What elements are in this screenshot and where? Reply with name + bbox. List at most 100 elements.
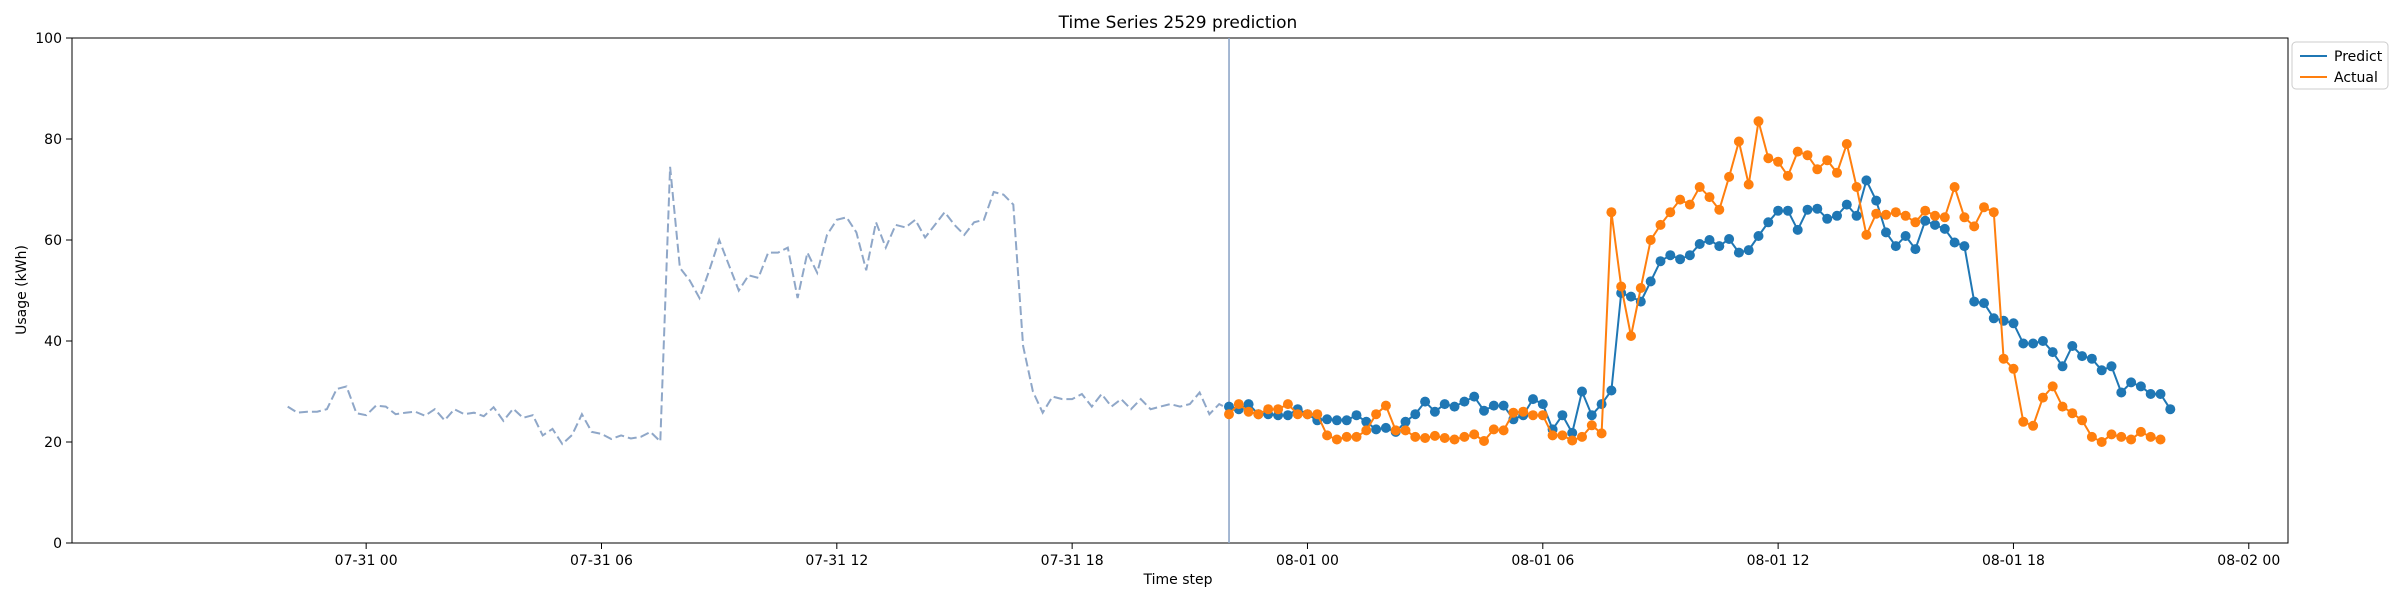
predict-point (1459, 396, 1470, 407)
x-axis-label: Time step (1143, 572, 1213, 588)
predict-point (1743, 245, 1754, 256)
actual-point (1469, 429, 1480, 440)
predict-point (2077, 351, 2088, 362)
predict-point (1420, 396, 1431, 407)
series-actual (1224, 116, 2166, 447)
actual-point (1341, 431, 1352, 442)
actual-point (1263, 404, 1274, 415)
actual-point (1439, 433, 1450, 443)
x-axis: 07-31 00 07-31 06 07-31 12 07-31 18 08-01 00… (335, 543, 2280, 569)
actual-point (1665, 207, 1676, 218)
actual-point (1547, 430, 1558, 441)
actual-point (1832, 167, 1842, 178)
predict-point (1910, 244, 1921, 255)
predict-point (2018, 338, 2029, 349)
actual-point (1753, 116, 1764, 127)
y-tick-label: 0 (53, 536, 62, 552)
predict-point (1645, 276, 1656, 287)
actual-point (1243, 406, 1254, 417)
predict-point (1331, 415, 1342, 426)
predict-point (2165, 404, 2176, 415)
predict-point (1949, 237, 1960, 248)
predict-point (1939, 223, 1950, 234)
actual-point (2135, 426, 2146, 437)
predict-point (1802, 204, 1813, 215)
predict-point (2008, 318, 2019, 329)
predict-point (2067, 341, 2078, 351)
actual-point (1331, 434, 1342, 445)
actual-point (1596, 428, 1607, 439)
actual-point (2047, 381, 2058, 392)
actual-point (1380, 400, 1391, 411)
series-predict (1224, 175, 2176, 438)
x-tick-label: 07-31 18 (1041, 553, 1104, 569)
actual-point (1410, 431, 1421, 442)
predict-point (1439, 399, 1450, 410)
actual-point (1322, 430, 1333, 441)
predict-point (1224, 401, 1234, 412)
actual-point (1518, 406, 1529, 417)
actual-point (1616, 281, 1627, 292)
y-tick-label: 60 (44, 233, 62, 249)
actual-point (1586, 420, 1597, 431)
actual-point (1861, 229, 1872, 240)
predict-point (1694, 239, 1705, 249)
actual-point (1655, 219, 1666, 230)
predict-point (1792, 224, 1803, 235)
actual-point (1881, 209, 1891, 220)
predict-point (2086, 353, 2097, 364)
actual-point (1939, 212, 1950, 223)
predict-point (1586, 410, 1597, 421)
x-tick-label: 08-02 00 (2217, 553, 2280, 569)
predict-line (1228, 177, 2172, 436)
y-tick-label: 80 (44, 132, 62, 148)
predict-point (2057, 361, 2068, 372)
actual-point (1890, 207, 1901, 218)
predict-point (1528, 394, 1538, 405)
predict-point (1753, 231, 1764, 241)
predict-point (1567, 427, 1578, 438)
actual-point (1233, 399, 1244, 410)
actual-point (1557, 430, 1568, 441)
actual-point (1390, 425, 1401, 436)
predict-point (1410, 409, 1421, 420)
actual-point (1273, 404, 1284, 415)
predict-point (1243, 399, 1254, 410)
actual-point (1528, 410, 1538, 421)
predict-point (1351, 410, 1362, 421)
predict-point (1851, 210, 1862, 221)
actual-point (2077, 415, 2088, 426)
actual-point (1851, 182, 1862, 192)
actual-point (1675, 194, 1686, 205)
x-tick-label: 07-31 00 (335, 553, 398, 569)
predict-point (1282, 410, 1293, 421)
x-tick-label: 08-01 18 (1982, 553, 2045, 569)
x-tick-label: 07-31 06 (570, 553, 633, 569)
history-line (287, 166, 1230, 446)
actual-point (1224, 409, 1234, 420)
actual-point (1420, 433, 1431, 443)
actual-point (1841, 139, 1852, 149)
actual-point (1400, 425, 1411, 436)
actual-point (1498, 425, 1509, 436)
y-tick-label: 100 (35, 31, 62, 47)
predict-point (2135, 381, 2146, 392)
actual-point (1253, 409, 1264, 420)
actual-point (1537, 410, 1548, 421)
predict-point (2126, 377, 2137, 388)
actual-point (1998, 353, 2009, 364)
predict-point (1714, 241, 1725, 252)
actual-point (1508, 407, 1519, 418)
predict-point (1782, 205, 1793, 216)
predict-point (1822, 213, 1833, 224)
actual-point (2145, 431, 2156, 442)
predict-point (1733, 247, 1744, 258)
predict-point (1812, 203, 1823, 214)
actual-point (2028, 420, 2039, 431)
actual-point (1371, 409, 1382, 420)
legend-predict-label: Predict (2334, 49, 2383, 65)
predict-point (1773, 205, 1784, 216)
predict-point (1881, 227, 1891, 238)
predict-point (1763, 217, 1774, 228)
